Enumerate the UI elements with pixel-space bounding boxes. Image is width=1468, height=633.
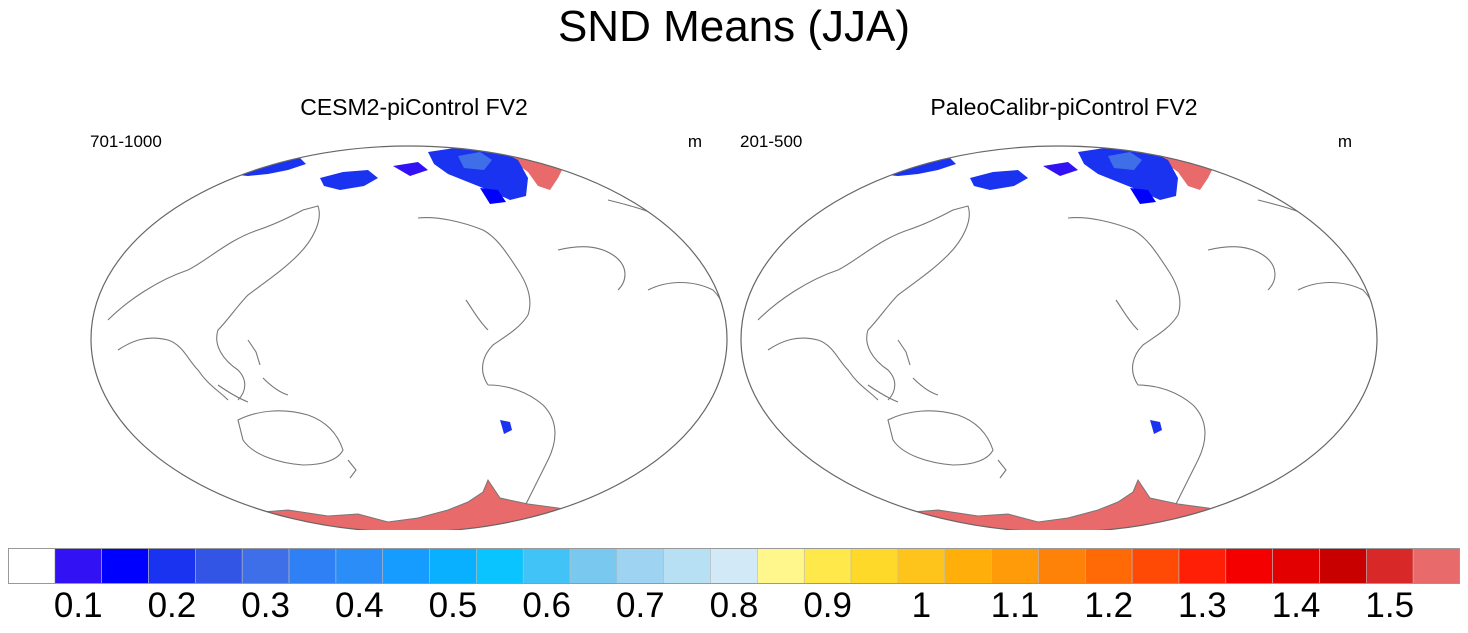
map-panel-right: PaleoCalibr-piControl FV2 201-500 m bbox=[738, 90, 1390, 530]
colorbar-box bbox=[1272, 548, 1320, 584]
colorbar-box bbox=[663, 548, 711, 584]
antarctica-snow bbox=[197, 478, 619, 530]
map-outline bbox=[90, 145, 728, 530]
figure-title: SND Means (JJA) bbox=[557, 2, 911, 51]
colorbar-box bbox=[101, 548, 149, 584]
colorbar-box bbox=[1366, 548, 1414, 584]
colorbar-box bbox=[803, 548, 852, 584]
colorbar-tick-label: 1.3 bbox=[1178, 586, 1227, 625]
colorbar-box bbox=[710, 548, 758, 584]
northern-snow-patches bbox=[863, 146, 1178, 434]
colorbar-outline bbox=[8, 548, 1460, 584]
colorbar-box bbox=[382, 548, 430, 584]
colorbar-box bbox=[1178, 548, 1227, 584]
colorbar-box bbox=[897, 548, 946, 584]
colorbar-box bbox=[1131, 548, 1180, 584]
colorbar-box bbox=[1412, 548, 1460, 584]
colorbar-box bbox=[148, 548, 196, 584]
colorbar-tick-label: 0.8 bbox=[709, 586, 759, 625]
panel-units-label: m bbox=[687, 132, 702, 151]
colorbar-box bbox=[8, 548, 56, 584]
colorbar bbox=[8, 548, 1460, 584]
colorbar-box bbox=[54, 548, 102, 584]
coastlines bbox=[757, 199, 1377, 521]
colorbar-box bbox=[1319, 548, 1367, 584]
panel-title: CESM2-piControl FV2 bbox=[300, 94, 528, 120]
map-panel-left: CESM2-piControl FV2 701-1000 m bbox=[88, 90, 740, 530]
antarctica-snow bbox=[847, 478, 1269, 530]
colorbar-box bbox=[335, 548, 384, 584]
colorbar-tick-label: 0.2 bbox=[147, 586, 197, 625]
map-outline bbox=[740, 145, 1378, 530]
colorbar-tick-label: 1.5 bbox=[1365, 586, 1415, 625]
northern-snow-patches bbox=[213, 146, 528, 434]
colorbar-box bbox=[616, 548, 665, 584]
colorbar-box bbox=[944, 548, 992, 584]
colorbar-box bbox=[850, 548, 899, 584]
colorbar-tick-label: 1 bbox=[911, 586, 932, 625]
panel-title: PaleoCalibr-piControl FV2 bbox=[930, 94, 1198, 120]
panel-years-label: 201-500 bbox=[740, 132, 803, 151]
colorbar-tick-label: 0.1 bbox=[53, 586, 103, 625]
colorbar-tick-label: 1.1 bbox=[990, 586, 1040, 625]
colorbar-box bbox=[1225, 548, 1273, 584]
colorbar-tick-label: 0.9 bbox=[803, 586, 852, 625]
coastlines bbox=[107, 199, 727, 521]
colorbar-box bbox=[757, 548, 805, 584]
colorbar-tick-label: 0.5 bbox=[428, 586, 478, 625]
world-map-right bbox=[740, 145, 1378, 530]
colorbar-box bbox=[429, 548, 477, 584]
colorbar-tick-label: 1.2 bbox=[1084, 586, 1134, 625]
colorbar-box bbox=[195, 548, 243, 584]
panel-units-label: m bbox=[1337, 132, 1352, 151]
colorbar-tick-label: 0.3 bbox=[241, 586, 290, 625]
colorbar-box bbox=[1084, 548, 1133, 584]
colorbar-box bbox=[1038, 548, 1086, 584]
world-map-left bbox=[90, 145, 728, 530]
colorbar-tick-label: 0.7 bbox=[615, 586, 665, 625]
colorbar-box bbox=[241, 548, 290, 584]
colorbar-tick-label: 0.6 bbox=[522, 586, 571, 625]
colorbar-box bbox=[522, 548, 571, 584]
colorbar-box bbox=[569, 548, 618, 584]
colorbar-tick-label: 1.4 bbox=[1271, 586, 1321, 625]
panel-years-label: 701-1000 bbox=[90, 132, 162, 151]
colorbar-box bbox=[476, 548, 524, 584]
colorbar-box bbox=[991, 548, 1039, 584]
colorbar-tick-label: 0.4 bbox=[334, 586, 384, 625]
colorbar-box bbox=[288, 548, 337, 584]
